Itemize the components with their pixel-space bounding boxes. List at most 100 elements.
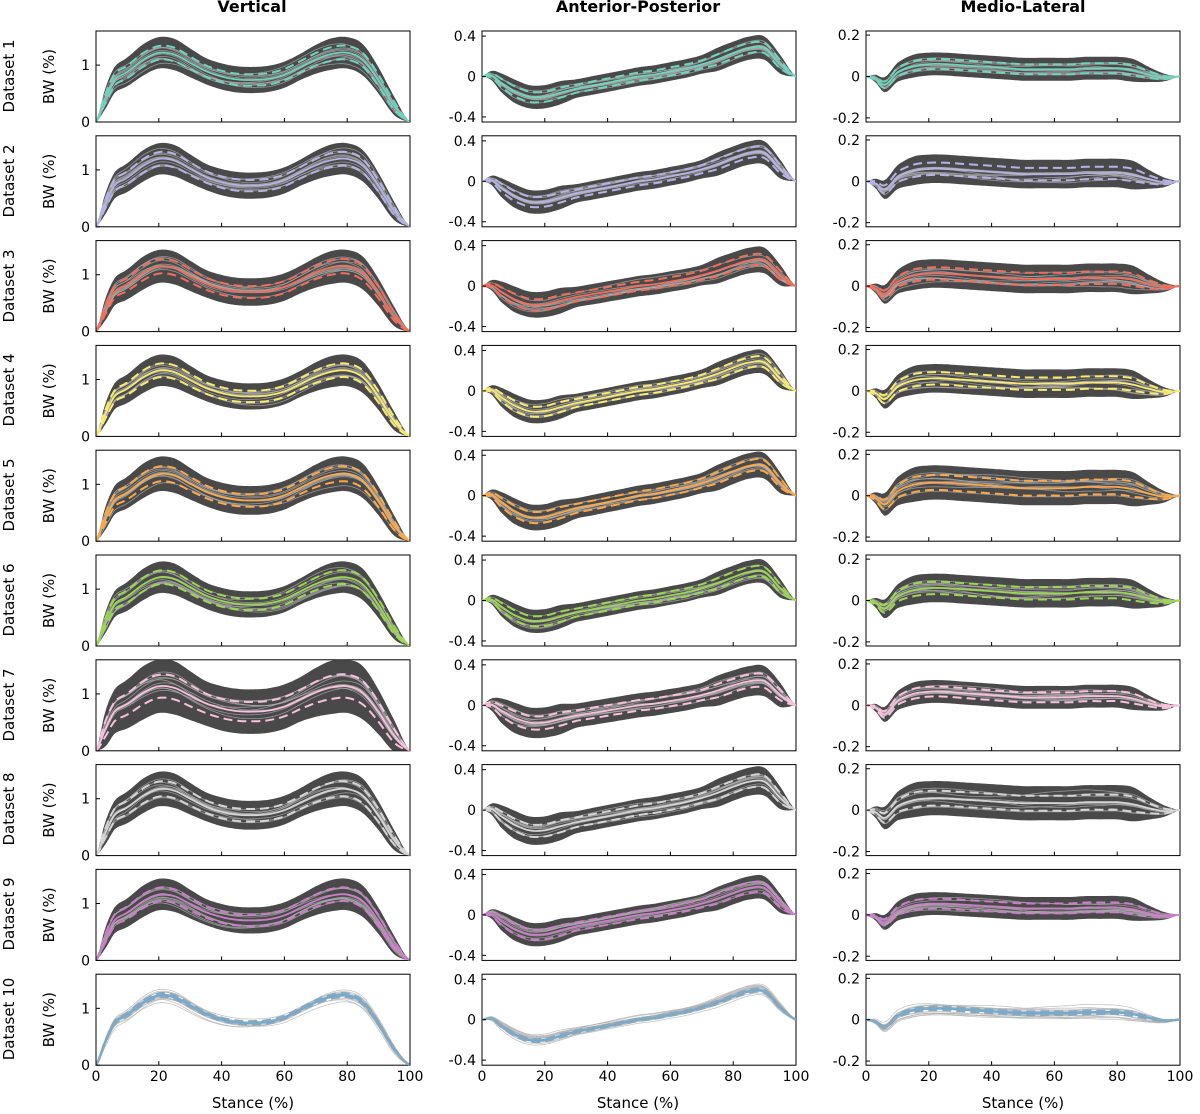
x-tick-label: 60 <box>661 1069 679 1085</box>
sd-upper-line <box>96 673 410 751</box>
x-tick-label: 100 <box>783 1069 810 1085</box>
trial-curve <box>96 256 410 332</box>
trial-curve <box>866 490 1180 511</box>
y-axis-label: BW (%) <box>40 887 58 942</box>
sd-upper-line <box>482 145 796 199</box>
sd-lower-line <box>866 488 1180 511</box>
panels-grid: 0 1 BW (%) 0 1 BW (%) 0 1 BW (%) 0 1 BW (%) 0 1 BW (%)… <box>40 28 1193 1085</box>
y-axis-label: BW (%) <box>40 468 58 523</box>
x-tick-label: 20 <box>536 1069 554 1085</box>
y-tick-label: 0 <box>851 384 860 400</box>
sd-lower-line <box>866 593 1180 614</box>
sd-lower-line <box>482 990 796 1044</box>
sd-upper-line <box>96 465 410 542</box>
y-tick-label: 0 <box>81 953 90 969</box>
sd-upper-line <box>96 44 410 122</box>
sd-upper-line <box>482 457 796 513</box>
trial-curve <box>482 992 796 1044</box>
y-axis-label: BW (%) <box>40 49 58 104</box>
y-tick-label: 0.2 <box>838 28 860 44</box>
y-tick-label: 0 <box>851 908 860 924</box>
sd-upper-line <box>482 987 796 1040</box>
trial-curve <box>866 173 1180 193</box>
y-tick-label: -0.2 <box>833 320 860 336</box>
trial-curve <box>96 578 410 646</box>
mean-line <box>96 993 410 1066</box>
y-tick-label: 0 <box>851 174 860 190</box>
trial-curve <box>866 171 1180 192</box>
y-tick-label: 1 <box>81 792 90 808</box>
panel-frame <box>95 973 411 1066</box>
trial-curve <box>96 165 410 227</box>
trial-curve <box>482 883 796 933</box>
y-tick-label: -0.2 <box>833 740 860 756</box>
mean-line <box>482 463 796 519</box>
x-tick-label: 40 <box>983 1069 1001 1085</box>
y-tick-label: 0 <box>467 70 476 86</box>
sd-lower-line <box>482 50 796 104</box>
row-label-dataset-3: Dataset 3 <box>0 249 18 322</box>
y-tick-label: 0 <box>851 698 860 714</box>
x-tick-label: 60 <box>275 1069 293 1085</box>
y-tick-label: -0.4 <box>449 739 476 755</box>
y-tick-label: -0.4 <box>449 215 476 231</box>
trial-curve <box>866 374 1180 400</box>
trial-curve <box>96 482 410 542</box>
sd-lower-line <box>96 164 410 227</box>
panel-1-5: 0 1 BW (%) <box>40 449 411 550</box>
y-tick-label: -0.2 <box>833 844 860 860</box>
sd-upper-line <box>866 474 1180 501</box>
trial-curve <box>866 899 1180 922</box>
y-tick-label: 0 <box>81 534 90 550</box>
trial-curve <box>482 889 796 939</box>
trial-curve <box>96 474 410 542</box>
sd-lower-line <box>96 900 410 961</box>
trial-curve <box>482 994 796 1046</box>
sd-lower-line <box>96 58 410 122</box>
y-tick-label: 0.4 <box>454 343 476 359</box>
sd-lower-line <box>866 1009 1180 1030</box>
y-tick-label: 0 <box>467 908 476 924</box>
y-tick-label: 0.4 <box>454 134 476 150</box>
trial-curve <box>866 903 1180 926</box>
panel-2-2: -0.4 0 0.4 <box>449 134 797 231</box>
trial-curve <box>482 457 796 512</box>
sd-lower-line <box>482 365 796 418</box>
y-tick-label: 0.2 <box>838 971 860 987</box>
sd-upper-line <box>482 880 796 931</box>
trial-curve <box>866 692 1180 717</box>
panel-3-9: -0.2 0 0.2 <box>833 867 1181 965</box>
x-tick-label: 100 <box>397 1069 424 1085</box>
mean-line <box>96 369 410 437</box>
y-tick-label: 0.4 <box>454 867 476 883</box>
sd-lower-line <box>482 263 796 312</box>
mean-line <box>482 679 796 724</box>
mean-line <box>482 988 796 1042</box>
trial-curve <box>96 687 410 751</box>
trial-curve <box>96 674 410 751</box>
y-tick-label: 0 <box>467 803 476 819</box>
y-tick-label: 0.2 <box>838 238 860 254</box>
y-tick-label: 0.4 <box>454 448 476 464</box>
y-axis-label: BW (%) <box>40 258 58 313</box>
y-tick-label: 0 <box>467 698 476 714</box>
trial-curve <box>866 1011 1180 1030</box>
sd-upper-line <box>482 40 796 94</box>
trial-curve <box>96 470 410 542</box>
trial-curve <box>96 54 410 122</box>
trial-curve <box>482 682 796 728</box>
mean-line <box>96 51 410 122</box>
y-tick-label: -0.4 <box>449 634 476 650</box>
sd-upper-line <box>96 362 410 437</box>
panel-3-7: -0.2 0 0.2 <box>833 657 1181 756</box>
y-tick-label: 1 <box>81 58 90 74</box>
x-axis-label-anterior-posterior: Stance (%) <box>597 1094 679 1112</box>
mean-line <box>96 576 410 646</box>
trial-curve <box>866 485 1180 506</box>
mean-line <box>96 472 410 542</box>
trial-curve <box>96 677 410 751</box>
x-tick-label: 80 <box>724 1069 742 1085</box>
y-tick-label: 0 <box>467 594 476 610</box>
